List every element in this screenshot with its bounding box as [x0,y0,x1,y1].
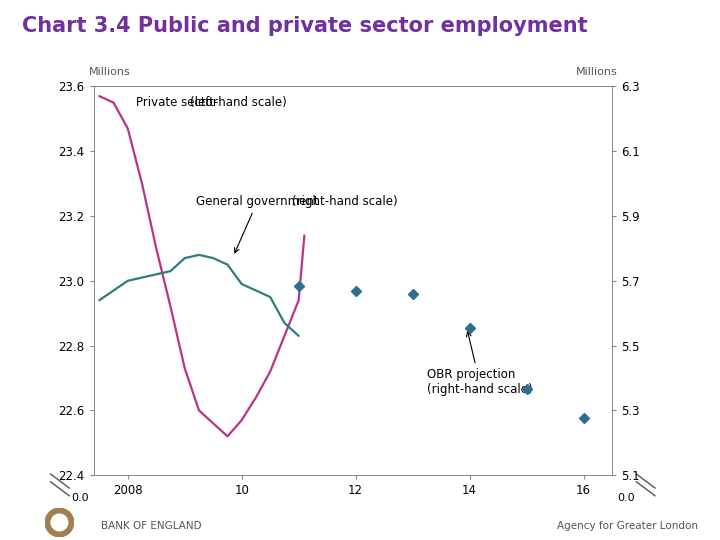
Text: Millions: Millions [575,66,617,77]
Text: Chart 3.4 Public and private sector employment: Chart 3.4 Public and private sector empl… [22,16,588,36]
Text: 0.0: 0.0 [617,492,635,503]
Text: 0.0: 0.0 [71,492,89,503]
Text: Millions: Millions [89,66,130,77]
Text: OBR projection
(right-hand scale): OBR projection (right-hand scale) [427,332,533,396]
Text: Private sector: Private sector [136,96,218,109]
Text: BANK OF ENGLAND: BANK OF ENGLAND [101,521,202,531]
Circle shape [45,508,73,537]
Text: General government: General government [196,195,319,253]
Text: (right-hand scale): (right-hand scale) [292,195,397,208]
Circle shape [51,514,68,531]
Text: (left-hand scale): (left-hand scale) [191,96,287,109]
Text: Agency for Greater London: Agency for Greater London [557,521,698,531]
